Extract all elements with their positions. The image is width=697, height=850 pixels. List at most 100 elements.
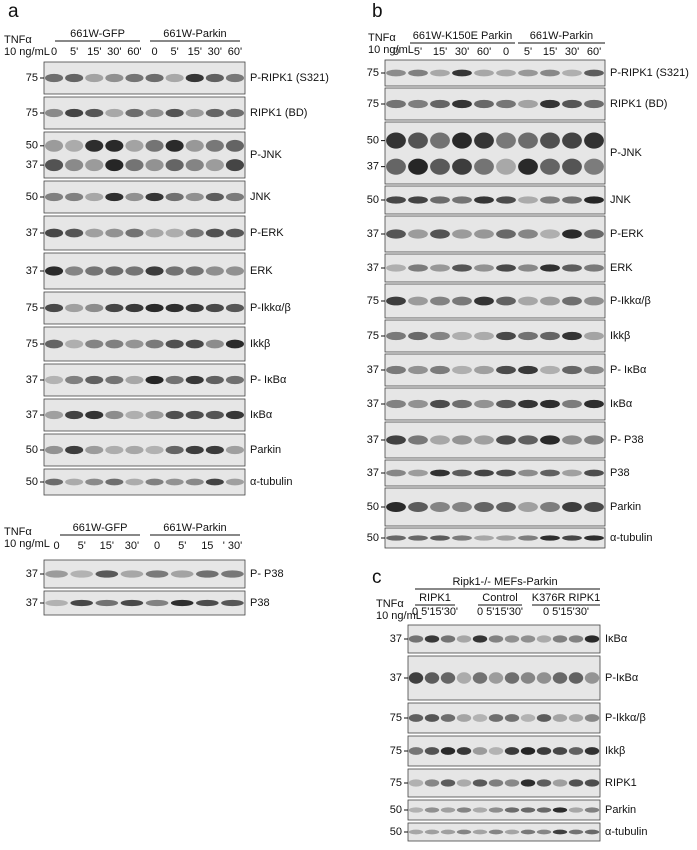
band [85, 139, 104, 152]
blot-label: Parkin [610, 501, 641, 513]
marker-label: 75 [390, 777, 402, 789]
band [452, 158, 472, 175]
band [584, 747, 600, 755]
blot-label: P38 [250, 597, 270, 609]
band [584, 829, 600, 835]
blot-label: Ikkβ [610, 330, 630, 342]
lane-label: 60' [477, 46, 491, 58]
band [65, 445, 84, 455]
band [430, 502, 450, 512]
band [562, 399, 582, 409]
band [95, 599, 119, 607]
band [408, 535, 428, 541]
band [85, 339, 104, 349]
marker-label: 75 [390, 745, 402, 757]
band [105, 73, 124, 83]
band [504, 779, 520, 787]
band [456, 747, 472, 755]
band [488, 779, 504, 787]
band [430, 158, 450, 175]
band [408, 747, 424, 755]
band [105, 266, 124, 276]
band [105, 139, 124, 152]
band [518, 296, 538, 306]
lane-label: 0 [54, 540, 60, 552]
band [540, 99, 560, 109]
band [45, 192, 64, 202]
band [452, 331, 472, 341]
band [518, 158, 538, 175]
band [536, 829, 552, 835]
band [145, 139, 164, 152]
band [225, 73, 244, 83]
band [386, 132, 406, 149]
band [145, 445, 164, 455]
treatment-label: TNFα [368, 32, 396, 44]
band [45, 445, 64, 455]
band [496, 399, 516, 409]
band [165, 192, 184, 202]
blot-label: P-ERK [250, 227, 284, 239]
band [205, 410, 224, 420]
treatment-label: 10 ng/mL [4, 46, 50, 58]
band [145, 108, 164, 118]
band [205, 139, 224, 152]
band [496, 331, 516, 341]
blot-label: P-ERK [610, 228, 644, 240]
band [45, 410, 64, 420]
band [584, 635, 600, 643]
band [225, 139, 244, 152]
band [125, 445, 144, 455]
blot [384, 459, 606, 487]
band [430, 331, 450, 341]
band [105, 410, 124, 420]
band [496, 99, 516, 109]
band [562, 296, 582, 306]
marker-label: 50 [26, 191, 38, 203]
band [430, 99, 450, 109]
blot-label: ERK [250, 265, 273, 277]
lane-label: 30' [107, 46, 121, 58]
band [424, 672, 440, 684]
band [452, 264, 472, 272]
band [386, 196, 406, 204]
treatment-label: TNFα [4, 34, 32, 46]
marker-label: 75 [367, 295, 379, 307]
band [105, 192, 124, 202]
band [408, 714, 424, 722]
band [518, 132, 538, 149]
band [540, 296, 560, 306]
band [472, 747, 488, 755]
blot-label: α-tubulin [610, 532, 652, 544]
band [205, 478, 224, 486]
blot-label: P- P38 [250, 568, 284, 580]
band [504, 747, 520, 755]
band [440, 779, 456, 787]
band [85, 410, 104, 420]
band [65, 192, 84, 202]
band [386, 296, 406, 306]
marker-label: 37 [26, 265, 38, 277]
blot-label: Ikkβ [605, 745, 625, 757]
band [568, 714, 584, 722]
blot-label: P38 [610, 467, 630, 479]
band [85, 192, 104, 202]
band [85, 73, 104, 83]
band [386, 435, 406, 445]
treatment-label: TNFα [376, 598, 404, 610]
band [145, 478, 164, 486]
band [408, 158, 428, 175]
band [65, 478, 84, 486]
band [125, 228, 144, 238]
blot-label: P-RIPK1 (S321) [610, 67, 689, 79]
blot-label: P-Ikkα/β [605, 712, 646, 724]
blot-label: ERK [610, 262, 633, 274]
band [520, 714, 536, 722]
band [562, 535, 582, 541]
band [225, 192, 244, 202]
band [440, 714, 456, 722]
band [70, 570, 93, 578]
blot-label: RIPK1 (BD) [250, 107, 307, 119]
band [45, 303, 64, 313]
blot-label: α-tubulin [250, 476, 292, 488]
